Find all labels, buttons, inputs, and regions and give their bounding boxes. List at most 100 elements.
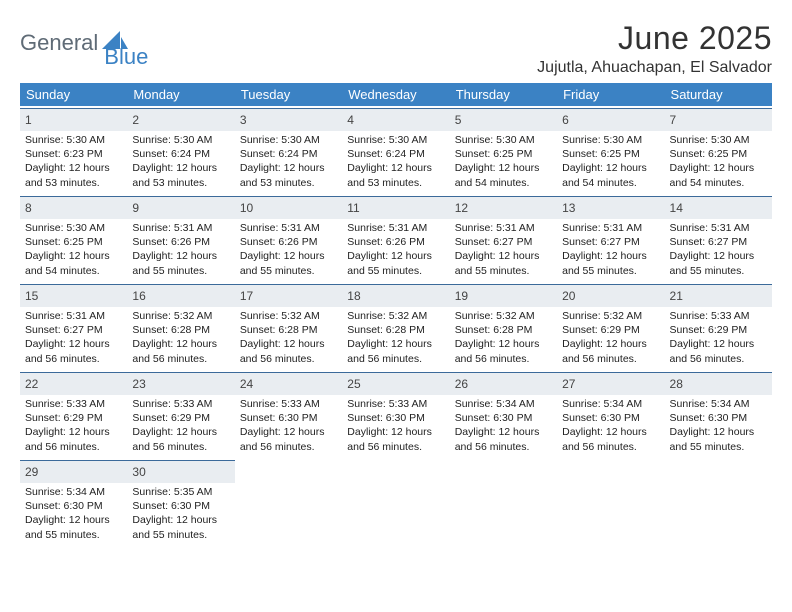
sunrise-line: Sunrise: 5:31 AM <box>25 309 122 323</box>
day-number-row: 3 <box>235 108 342 131</box>
calendar-cell: 27Sunrise: 5:34 AMSunset: 6:30 PMDayligh… <box>557 370 664 458</box>
daylight-line: Daylight: 12 hours and 56 minutes. <box>25 425 122 453</box>
daylight-line: Daylight: 12 hours and 53 minutes. <box>132 161 229 189</box>
day-number: 29 <box>25 465 38 479</box>
calendar-cell: 29 Sunrise: 5:34 AMSunset: 6:30 PMDayligh… <box>20 458 127 546</box>
sunset-line: Sunset: 6:30 PM <box>25 499 122 513</box>
sunset-line: Sunset: 6:30 PM <box>455 411 552 425</box>
day-info: Sunrise: 5:34 AMSunset: 6:30 PMDaylight:… <box>25 485 122 542</box>
daylight-line: Daylight: 12 hours and 56 minutes. <box>347 425 444 453</box>
sunset-line: Sunset: 6:30 PM <box>132 499 229 513</box>
day-number: 26 <box>455 377 468 391</box>
day-number: 22 <box>25 377 38 391</box>
day-number: 4 <box>347 113 354 127</box>
sunrise-line: Sunrise: 5:33 AM <box>132 397 229 411</box>
weekday-header: Tuesday <box>235 83 342 106</box>
sunrise-line: Sunrise: 5:34 AM <box>25 485 122 499</box>
calendar-cell: 21Sunrise: 5:33 AMSunset: 6:29 PMDayligh… <box>665 282 772 370</box>
day-number-row: 15 <box>20 284 127 307</box>
day-number: 5 <box>455 113 462 127</box>
sunset-line: Sunset: 6:26 PM <box>240 235 337 249</box>
day-number: 1 <box>25 113 32 127</box>
sunset-line: Sunset: 6:24 PM <box>132 147 229 161</box>
sunset-line: Sunset: 6:30 PM <box>562 411 659 425</box>
sunrise-line: Sunrise: 5:32 AM <box>562 309 659 323</box>
calendar-cell: 8Sunrise: 5:30 AMSunset: 6:25 PMDaylight… <box>20 194 127 282</box>
daylight-line: Daylight: 12 hours and 56 minutes. <box>562 425 659 453</box>
sunset-line: Sunset: 6:23 PM <box>25 147 122 161</box>
day-info: Sunrise: 5:30 AMSunset: 6:24 PMDaylight:… <box>240 133 337 190</box>
daylight-line: Daylight: 12 hours and 56 minutes. <box>670 337 767 365</box>
sunrise-line: Sunrise: 5:31 AM <box>347 221 444 235</box>
calendar-cell: 16Sunrise: 5:32 AMSunset: 6:28 PMDayligh… <box>127 282 234 370</box>
calendar-cell: 10 Sunrise: 5:31 AMSunset: 6:26 PMDayligh… <box>235 194 342 282</box>
daylight-line: Daylight: 12 hours and 54 minutes. <box>455 161 552 189</box>
day-info: Sunrise: 5:33 AMSunset: 6:29 PMDaylight:… <box>25 397 122 454</box>
day-number: 19 <box>455 289 468 303</box>
calendar-cell: 17Sunrise: 5:32 AMSunset: 6:28 PMDayligh… <box>235 282 342 370</box>
sunset-line: Sunset: 6:25 PM <box>670 147 767 161</box>
day-number-row: 10 <box>235 196 342 219</box>
sunrise-line: Sunrise: 5:30 AM <box>455 133 552 147</box>
day-number-row: 16 <box>127 284 234 307</box>
daylight-line: Daylight: 12 hours and 55 minutes. <box>25 513 122 541</box>
day-number-row: 27 <box>557 372 664 395</box>
calendar-row: 22Sunrise: 5:33 AMSunset: 6:29 PMDayligh… <box>20 370 772 458</box>
day-info: Sunrise: 5:30 AMSunset: 6:23 PMDaylight:… <box>25 133 122 190</box>
daylight-line: Daylight: 12 hours and 55 minutes. <box>670 425 767 453</box>
day-info: Sunrise: 5:31 AMSunset: 6:26 PMDaylight:… <box>347 221 444 278</box>
weekday-header: Saturday <box>665 83 772 106</box>
day-number-row: 20 <box>557 284 664 307</box>
daylight-line: Daylight: 12 hours and 55 minutes. <box>455 249 552 277</box>
daylight-line: Daylight: 12 hours and 54 minutes. <box>562 161 659 189</box>
sunset-line: Sunset: 6:25 PM <box>455 147 552 161</box>
day-info: Sunrise: 5:30 AMSunset: 6:25 PMDaylight:… <box>562 133 659 190</box>
daylight-line: Daylight: 12 hours and 56 minutes. <box>132 337 229 365</box>
daylight-line: Daylight: 12 hours and 56 minutes. <box>562 337 659 365</box>
calendar-table: Sunday Monday Tuesday Wednesday Thursday… <box>20 83 772 546</box>
day-info: Sunrise: 5:35 AMSunset: 6:30 PMDaylight:… <box>132 485 229 542</box>
day-number: 14 <box>670 201 683 215</box>
day-number: 24 <box>240 377 253 391</box>
day-number: 28 <box>670 377 683 391</box>
sunrise-line: Sunrise: 5:31 AM <box>240 221 337 235</box>
sunset-line: Sunset: 6:27 PM <box>562 235 659 249</box>
calendar-cell: 25Sunrise: 5:33 AMSunset: 6:30 PMDayligh… <box>342 370 449 458</box>
daylight-line: Daylight: 12 hours and 56 minutes. <box>455 337 552 365</box>
day-info: Sunrise: 5:33 AMSunset: 6:30 PMDaylight:… <box>240 397 337 454</box>
day-number-row: 6 <box>557 108 664 131</box>
day-number-row: 11 <box>342 196 449 219</box>
sunset-line: Sunset: 6:29 PM <box>25 411 122 425</box>
day-number-row: 13 <box>557 196 664 219</box>
daylight-line: Daylight: 12 hours and 55 minutes. <box>132 249 229 277</box>
day-number: 25 <box>347 377 360 391</box>
day-number-row: 29 <box>20 460 127 483</box>
sunset-line: Sunset: 6:29 PM <box>670 323 767 337</box>
day-number-row: 21 <box>665 284 772 307</box>
day-info: Sunrise: 5:30 AMSunset: 6:24 PMDaylight:… <box>132 133 229 190</box>
sunset-line: Sunset: 6:27 PM <box>670 235 767 249</box>
calendar-body: 1Sunrise: 5:30 AMSunset: 6:23 PMDaylight… <box>20 106 772 546</box>
daylight-line: Daylight: 12 hours and 55 minutes. <box>240 249 337 277</box>
day-number-row: 30 <box>127 460 234 483</box>
sunset-line: Sunset: 6:29 PM <box>132 411 229 425</box>
daylight-line: Daylight: 12 hours and 56 minutes. <box>455 425 552 453</box>
day-number-row: 8 <box>20 196 127 219</box>
calendar-cell: 6Sunrise: 5:30 AMSunset: 6:25 PMDaylight… <box>557 106 664 194</box>
day-number: 20 <box>562 289 575 303</box>
sunrise-line: Sunrise: 5:33 AM <box>240 397 337 411</box>
day-number: 16 <box>132 289 145 303</box>
day-number-row: 28 <box>665 372 772 395</box>
day-number-row: 22 <box>20 372 127 395</box>
day-number-row: 23 <box>127 372 234 395</box>
day-number-row: 7 <box>665 108 772 131</box>
calendar-cell <box>557 458 664 546</box>
daylight-line: Daylight: 12 hours and 56 minutes. <box>132 425 229 453</box>
day-number-row: 17 <box>235 284 342 307</box>
day-number-row: 14 <box>665 196 772 219</box>
calendar-row: 15Sunrise: 5:31 AMSunset: 6:27 PMDayligh… <box>20 282 772 370</box>
day-number: 8 <box>25 201 32 215</box>
weekday-header: Thursday <box>450 83 557 106</box>
day-number-row: 18 <box>342 284 449 307</box>
day-info: Sunrise: 5:32 AMSunset: 6:28 PMDaylight:… <box>347 309 444 366</box>
